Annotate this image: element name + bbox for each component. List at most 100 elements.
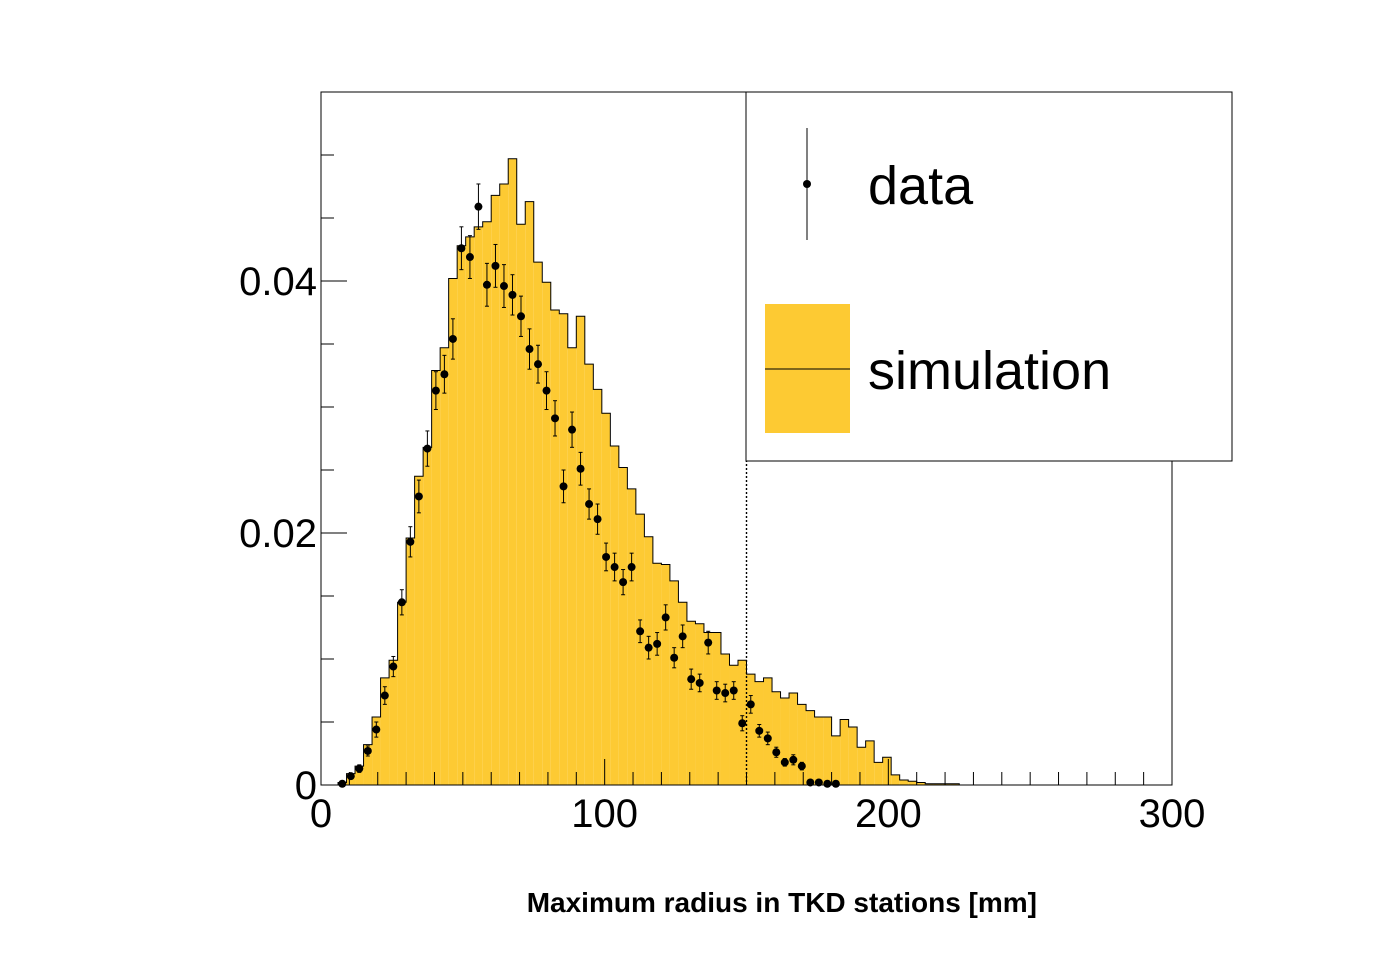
data-marker — [627, 563, 636, 572]
data-point — [355, 764, 364, 773]
data-point — [474, 183, 483, 230]
data-marker — [644, 643, 653, 652]
data-point — [363, 745, 372, 757]
tick-labels: 0 100 200 300 0 0.02 0.04 — [239, 260, 1205, 836]
data-point — [465, 235, 474, 279]
data-point — [627, 552, 636, 582]
simulation-bar — [491, 195, 500, 785]
simulation-bar — [440, 347, 449, 785]
simulation-bar — [669, 580, 679, 785]
data-marker — [687, 675, 696, 684]
simulation-bar — [814, 716, 824, 785]
simulation-bar — [891, 774, 900, 785]
data-point — [508, 274, 517, 316]
data-marker — [525, 345, 534, 354]
data-marker — [338, 779, 347, 788]
data-marker — [797, 762, 806, 771]
data-marker — [678, 632, 687, 641]
data-point — [610, 552, 619, 582]
simulation-bar — [610, 446, 619, 785]
data-point — [772, 746, 781, 758]
data-point — [746, 695, 755, 714]
simulation-bar — [925, 783, 934, 785]
data-point — [814, 778, 823, 787]
simulation-bar — [720, 653, 730, 785]
simulation-bar — [423, 447, 432, 785]
data-point — [797, 761, 806, 771]
x-tick-label: 200 — [855, 792, 922, 836]
simulation-bar — [567, 347, 577, 785]
data-marker — [712, 686, 721, 695]
data-marker — [738, 719, 747, 728]
data-marker — [780, 758, 789, 767]
simulation-bar — [474, 226, 483, 785]
data-marker — [372, 725, 381, 734]
simulation-bar — [644, 536, 653, 785]
data-point — [568, 411, 577, 448]
data-point — [755, 724, 764, 738]
data-marker — [610, 563, 619, 572]
x-axis-label: Maximum radius in TKD stations [mm] — [527, 887, 1037, 918]
simulation-bar — [389, 660, 398, 785]
data-marker — [789, 755, 798, 764]
simulation-bar — [695, 623, 704, 785]
data-marker — [721, 689, 730, 698]
data-point — [534, 344, 543, 384]
data-point — [448, 318, 457, 360]
data-point — [593, 503, 602, 535]
data-point — [619, 569, 628, 596]
data-marker — [389, 662, 398, 671]
data-point — [380, 686, 389, 705]
data-point — [721, 683, 730, 703]
data-marker — [508, 290, 517, 299]
data-point — [763, 731, 772, 746]
simulation-bar — [414, 476, 424, 785]
simulation-bar — [499, 183, 509, 786]
data-marker — [653, 639, 662, 648]
data-point — [576, 451, 585, 486]
data-point — [636, 619, 645, 644]
data-point — [661, 604, 670, 631]
data-point — [346, 772, 355, 781]
simulation-bar — [380, 677, 390, 785]
y-tick-label: 0.02 — [239, 512, 317, 556]
data-point — [431, 371, 440, 411]
x-tick-label: 0 — [310, 792, 332, 836]
data-marker — [636, 627, 645, 636]
data-marker — [661, 613, 670, 622]
legend-data-marker — [803, 180, 811, 188]
data-marker — [482, 280, 491, 289]
simulation-bar — [729, 665, 738, 785]
data-marker — [474, 202, 483, 211]
plot-area — [337, 92, 1172, 788]
data-point — [687, 668, 696, 690]
simulation-bar — [457, 245, 466, 786]
data-marker — [542, 386, 551, 395]
data-marker — [568, 425, 577, 434]
simulation-bar — [355, 766, 364, 785]
simulation-bar — [482, 221, 492, 785]
data-marker — [814, 778, 823, 787]
data-marker — [772, 748, 781, 757]
data-point — [440, 354, 449, 394]
simulation-bar — [516, 224, 526, 786]
data-marker — [763, 734, 772, 743]
data-marker — [602, 552, 611, 561]
data-marker — [465, 253, 474, 262]
data-point — [585, 488, 594, 520]
data-marker — [534, 360, 543, 369]
data-marker — [729, 686, 738, 695]
data-marker — [746, 700, 755, 709]
simulation-bar — [576, 316, 585, 785]
data-marker — [585, 500, 594, 509]
simulation-bar — [831, 735, 841, 785]
data-marker — [346, 772, 355, 781]
simulation-bar — [916, 782, 926, 785]
data-point — [738, 715, 747, 732]
data-point — [831, 779, 840, 788]
data-marker — [670, 653, 679, 662]
data-point — [397, 589, 406, 616]
simulation-bar — [627, 488, 636, 785]
data-point — [423, 430, 432, 467]
